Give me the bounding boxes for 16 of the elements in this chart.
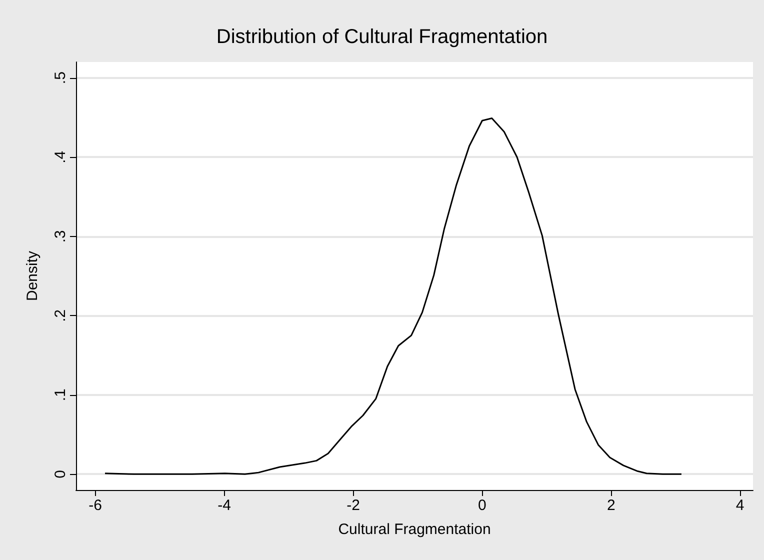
y-axis-title: Density <box>24 250 41 302</box>
x-tick-label: 2 <box>606 497 616 514</box>
y-tick-label: .3 <box>52 230 69 243</box>
x-tick-label: -4 <box>218 497 231 514</box>
y-tick-label: .2 <box>52 309 69 322</box>
x-tick-label: -2 <box>346 497 360 514</box>
y-tick-label: .4 <box>52 150 69 164</box>
line-series <box>104 118 682 475</box>
x-axis-title: Cultural Fragmentation <box>338 521 491 538</box>
y-tick-label: .1 <box>52 388 69 402</box>
x-tick-label: 0 <box>478 497 486 514</box>
chart-title: Distribution of Cultural Fragmentation <box>216 26 548 48</box>
x-tick-label: -6 <box>88 497 102 514</box>
y-tick-label: 0 <box>52 470 69 478</box>
y-tick-label: .5 <box>52 72 69 84</box>
x-tick-label: 4 <box>736 497 744 514</box>
